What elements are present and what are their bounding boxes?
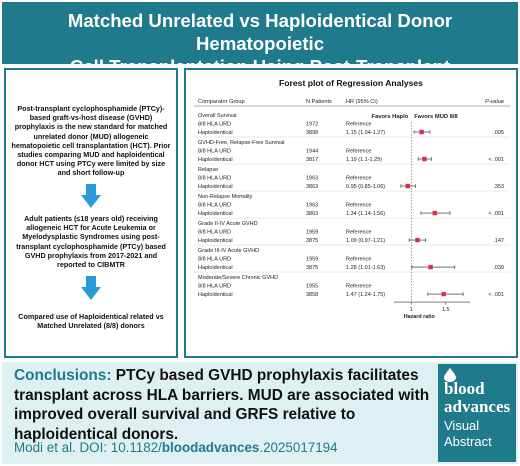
- n-patients-value: 3863: [306, 184, 318, 190]
- n-patients-value: 3875: [306, 238, 318, 244]
- hr-point: [419, 129, 424, 135]
- conclusions-label: Conclusions:: [14, 367, 112, 384]
- n-patients-value: 1959: [306, 230, 318, 236]
- p-value: < .001: [489, 157, 504, 163]
- background-text: Post-transplant cyclophosphamide (PTCy)-…: [11, 104, 171, 178]
- logo-blood: blood: [444, 379, 485, 398]
- column-header: Comparator Group: [198, 99, 245, 105]
- conclusions: Conclusions: PTCy based GVHD prophylaxis…: [14, 366, 434, 444]
- population-text: Adult patients (≤18 years old) receiving…: [16, 214, 166, 270]
- group-label: 8/8 HLA URD: [198, 176, 231, 182]
- group-label: 8/8 HLA URD: [198, 284, 231, 290]
- group-label: Haploidentical: [198, 292, 233, 298]
- citation: Modi et al. DOI: 10.1182/bloodadvances.2…: [14, 440, 338, 456]
- down-arrow-icon: [81, 184, 101, 208]
- n-patients-value: 1963: [306, 203, 318, 209]
- n-patients-value: 1963: [306, 176, 318, 182]
- p-value: .353: [493, 184, 504, 190]
- n-patients-value: 3858: [306, 292, 318, 298]
- group-label: 8/8 HLA URD: [198, 230, 231, 236]
- outcome-label: Overall Survival: [198, 113, 237, 119]
- hr-point: [441, 291, 446, 297]
- hr-value: 1.47 (1.24-1.75): [346, 292, 385, 298]
- title-line-1: Matched Unrelated vs Haploidentical Dono…: [67, 10, 453, 54]
- hr-value: 1.15 (1.04-1.27): [346, 130, 385, 136]
- group-label: Haploidentical: [198, 157, 233, 163]
- hr-value: 1.09 (0.97-1.21): [346, 238, 385, 244]
- n-patients-value: 3817: [306, 157, 318, 163]
- forest-plot-panel: Forest plot of Regression Analyses Compar…: [184, 68, 518, 358]
- p-value: < .001: [489, 211, 504, 217]
- x-axis-label: Hazard ratio: [404, 314, 436, 320]
- favors-right-label: Favors MUD 8/8: [414, 114, 458, 120]
- conclusions-box: Conclusions: PTCy based GVHD prophylaxis…: [2, 362, 518, 464]
- outcome-label: Non-Relapse Mortality: [198, 194, 253, 200]
- group-label: 8/8 HLA URD: [198, 257, 231, 263]
- p-value: .147: [493, 238, 504, 244]
- p-value: .005: [493, 130, 504, 136]
- hr-value: Reference: [346, 149, 371, 155]
- hr-value: Reference: [346, 284, 371, 290]
- group-label: Haploidentical: [198, 130, 233, 136]
- citation-suffix: .2025017194: [259, 440, 338, 455]
- group-label: Haploidentical: [198, 238, 233, 244]
- group-label: Haploidentical: [198, 211, 233, 217]
- column-header: P-value: [485, 99, 504, 105]
- n-patients-value: 3898: [306, 130, 318, 136]
- x-tick-label: 1.5: [442, 307, 450, 313]
- hr-value: Reference: [346, 257, 371, 263]
- n-patients-value: 1972: [306, 122, 318, 128]
- hr-value: Reference: [346, 230, 371, 236]
- outcome-label: GVHD-Free, Relapse-Free Survival: [198, 140, 285, 146]
- n-patients-value: 1955: [306, 284, 318, 290]
- blood-drop-icon: [444, 368, 456, 382]
- outcome-label: Grade II-IV Acute GVHD: [198, 221, 258, 227]
- x-tick-label: 1: [410, 307, 413, 313]
- hr-value: 0.95 (0.85-1.06): [346, 184, 385, 190]
- citation-prefix: Modi et al. DOI: 10.1182/: [14, 440, 162, 455]
- hr-point: [405, 183, 411, 189]
- hr-point: [428, 264, 433, 270]
- citation-journal: bloodadvances: [161, 440, 260, 455]
- p-value: < .001: [489, 292, 504, 298]
- group-label: 8/8 HLA URD: [198, 149, 231, 155]
- n-patients-value: 3875: [306, 265, 318, 271]
- comparison-text: Compared use of Haploidentical related v…: [18, 312, 164, 331]
- outcome-label: Relapse: [198, 167, 218, 173]
- hr-value: 1.19 (1.1-1.29): [346, 157, 382, 163]
- journal-logo: blood advances Visual Abstract: [438, 364, 516, 462]
- hr-value: Reference: [346, 176, 371, 182]
- column-header: N Patients: [306, 99, 332, 105]
- n-patients-value: 3863: [306, 211, 318, 217]
- n-patients-value: 1959: [306, 257, 318, 263]
- summary-panel: Post-transplant cyclophosphamide (PTCy)-…: [4, 68, 178, 358]
- hr-point: [432, 210, 437, 216]
- p-value: .039: [493, 265, 504, 271]
- conclusions-text: PTCy based GVHD prophylaxis facilitates …: [14, 367, 430, 443]
- hr-point: [422, 156, 427, 162]
- hr-value: 1.28 (1.01-1.63): [346, 265, 385, 271]
- n-patients-value: 1944: [306, 149, 318, 155]
- hr-value: Reference: [346, 203, 371, 209]
- outcome-label: Grade III-IV Acute GVHD: [198, 248, 259, 254]
- hr-value: Reference: [346, 122, 371, 128]
- title-banner: Matched Unrelated vs Haploidentical Dono…: [2, 2, 518, 100]
- logo-advances: advances: [444, 397, 511, 416]
- group-label: 8/8 HLA URD: [198, 122, 231, 128]
- group-label: Haploidentical: [198, 265, 233, 271]
- forest-plot: Forest plot of Regression Analyses Compar…: [194, 78, 510, 320]
- column-header: HR (95% CI): [346, 99, 378, 105]
- hr-value: 1.34 (1.14-1.56): [346, 211, 385, 217]
- hr-point: [415, 237, 420, 243]
- logo-visual: Visual: [444, 418, 480, 433]
- chart-title: Forest plot of Regression Analyses: [279, 78, 423, 88]
- down-arrow-icon: [81, 276, 101, 300]
- group-label: 8/8 HLA URD: [198, 203, 231, 209]
- group-label: Haploidentical: [198, 184, 233, 190]
- favors-left-label: Favors Haplo: [372, 114, 409, 120]
- outcome-label: Moderate/Severe Chronic GVHD: [198, 275, 278, 281]
- logo-abstract: Abstract: [444, 434, 492, 449]
